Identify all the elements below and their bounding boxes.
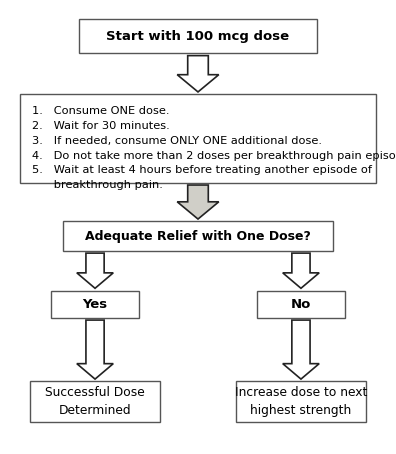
Text: 1.   Consume ONE dose.: 1. Consume ONE dose.	[32, 105, 169, 116]
Text: 4.   Do not take more than 2 doses per breakthrough pain episode.: 4. Do not take more than 2 doses per bre…	[32, 151, 396, 161]
Text: 2.   Wait for 30 minutes.: 2. Wait for 30 minutes.	[32, 120, 169, 131]
Text: Adequate Relief with One Dose?: Adequate Relief with One Dose?	[85, 230, 311, 242]
Polygon shape	[77, 253, 113, 288]
Text: Successful Dose
Determined: Successful Dose Determined	[45, 386, 145, 417]
Polygon shape	[283, 253, 319, 288]
Polygon shape	[177, 185, 219, 219]
Polygon shape	[283, 320, 319, 379]
Text: breakthrough pain.: breakthrough pain.	[32, 180, 162, 191]
Polygon shape	[77, 320, 113, 379]
FancyBboxPatch shape	[236, 381, 366, 422]
Text: Start with 100 mcg dose: Start with 100 mcg dose	[107, 30, 289, 43]
Polygon shape	[177, 55, 219, 92]
FancyBboxPatch shape	[20, 94, 376, 183]
FancyBboxPatch shape	[30, 381, 160, 422]
Text: 3.   If needed, consume ONLY ONE additional dose.: 3. If needed, consume ONLY ONE additiona…	[32, 135, 322, 146]
Text: Yes: Yes	[82, 298, 108, 311]
Text: 5.   Wait at least 4 hours before treating another episode of: 5. Wait at least 4 hours before treating…	[32, 165, 372, 176]
FancyBboxPatch shape	[63, 222, 333, 251]
FancyBboxPatch shape	[257, 291, 345, 318]
Text: Increase dose to next
highest strength: Increase dose to next highest strength	[235, 386, 367, 417]
FancyBboxPatch shape	[79, 19, 317, 53]
Text: No: No	[291, 298, 311, 311]
FancyBboxPatch shape	[51, 291, 139, 318]
